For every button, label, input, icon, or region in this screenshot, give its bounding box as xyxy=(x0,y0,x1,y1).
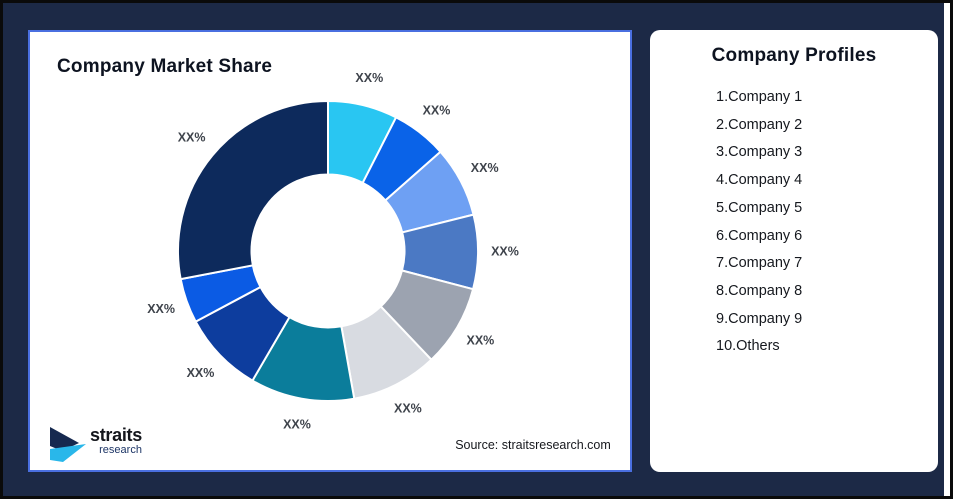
profiles-list: 1.Company 1 2.Company 2 3.Company 3 4.Compa… xyxy=(716,84,938,361)
segment-label: XX% xyxy=(467,333,495,347)
chart-title: Company Market Share xyxy=(57,56,273,77)
source-caption: Source: straitsresearch.com xyxy=(455,438,611,452)
list-item: 3.Company 3 xyxy=(716,144,803,161)
donut-segment xyxy=(177,99,329,281)
list-item: 9.Company 9 xyxy=(716,310,803,327)
logo-name: straits xyxy=(90,425,142,445)
logo-text: straits research xyxy=(90,426,142,456)
logo-arrow-icon xyxy=(50,427,86,462)
list-item: 10.Others xyxy=(716,338,780,355)
straits-research-logo: straits research xyxy=(46,422,142,462)
segment-label: XX% xyxy=(355,72,383,85)
navy-background: Company Market Share XX% XX% XX% XX% XX% XX% X… xyxy=(3,3,944,496)
segment-label: XX% xyxy=(471,161,499,175)
list-item: 8.Company 8 xyxy=(716,282,803,299)
list-item: 2.Company 2 xyxy=(716,116,803,133)
logo-subtitle: research xyxy=(99,444,142,456)
segment-label: XX% xyxy=(147,302,175,316)
list-item: 6.Company 6 xyxy=(716,227,803,244)
market-share-card: Company Market Share XX% XX% XX% XX% XX% XX% X… xyxy=(28,30,632,472)
list-item: 7.Company 7 xyxy=(716,255,803,272)
donut-chart: XX% XX% XX% XX% XX% XX% XX% XX% XX% XX% xyxy=(147,72,519,432)
list-item: 1.Company 1 xyxy=(716,89,803,105)
segment-label: XX% xyxy=(394,401,422,415)
profiles-title: Company Profiles xyxy=(711,45,877,66)
company-profiles-card: Company Profiles 1.Company 1 2.Company 2 3… xyxy=(650,30,938,472)
list-item: 5.Company 5 xyxy=(716,199,803,216)
segment-label: XX% xyxy=(491,244,519,258)
segment-label: XX% xyxy=(283,418,311,432)
segment-label: XX% xyxy=(187,366,215,380)
segment-label: XX% xyxy=(423,103,451,117)
segment-label: XX% xyxy=(178,130,206,144)
list-item: 4.Company 4 xyxy=(716,172,803,189)
